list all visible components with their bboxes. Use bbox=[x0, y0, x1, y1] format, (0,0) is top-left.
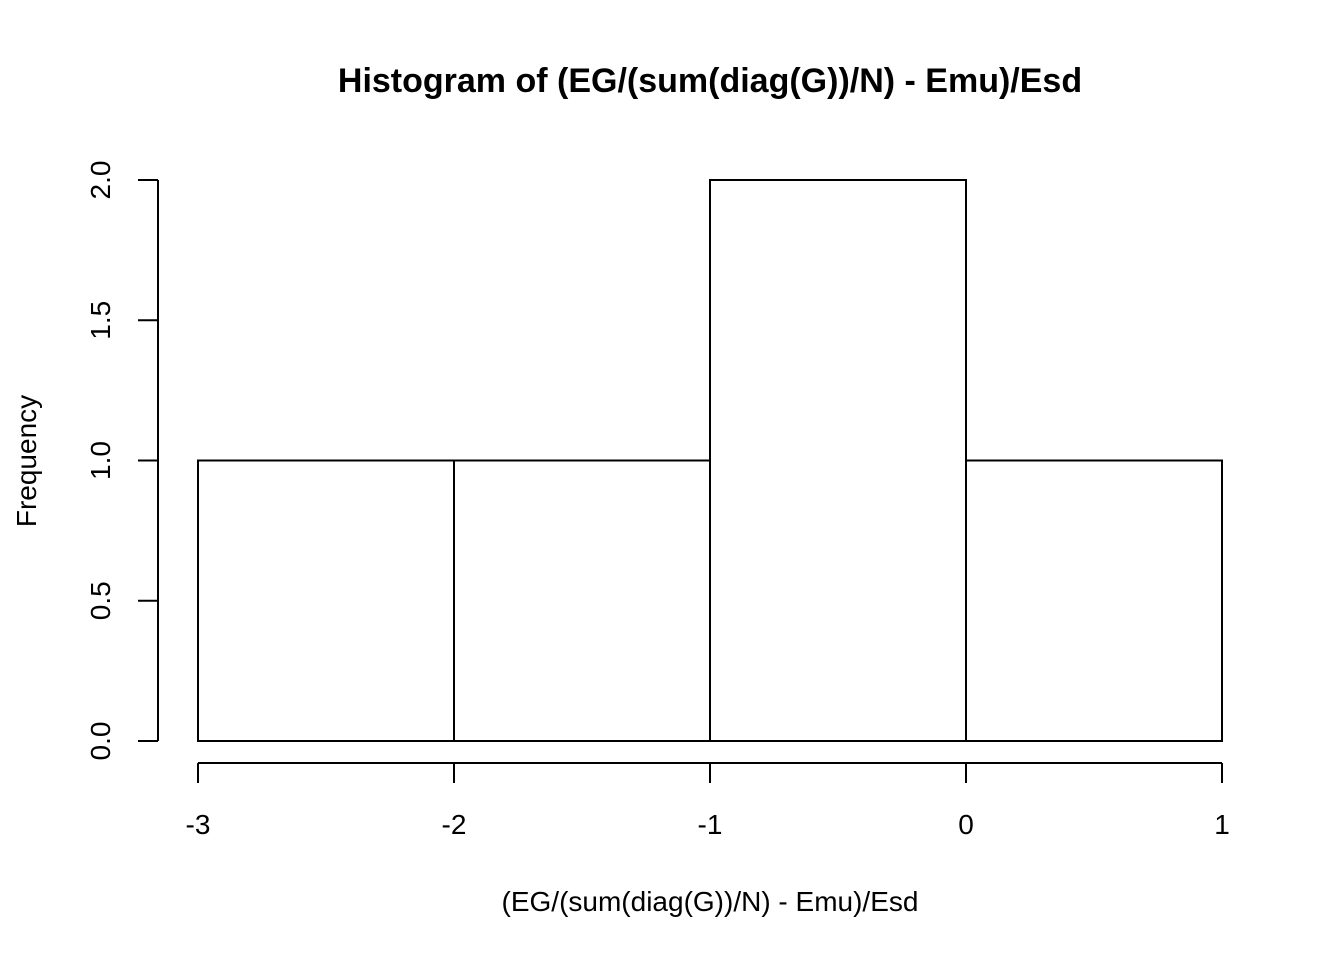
histogram-bar-2 bbox=[453, 459, 711, 742]
y-tick-label-3: 1.0 bbox=[85, 441, 116, 480]
y-tick-label-1: 0.0 bbox=[85, 722, 116, 761]
x-tick-label-2: -2 bbox=[442, 809, 467, 840]
x-axis-title: (EG/(sum(diag(G))/N) - Emu)/Esd bbox=[502, 886, 919, 917]
chart-title: Histogram of (EG/(sum(diag(G))/N) - Emu)… bbox=[338, 62, 1082, 100]
histogram-bar-4 bbox=[965, 459, 1223, 742]
y-axis-title: Frequency bbox=[11, 395, 42, 527]
y-tick-label-4: 1.5 bbox=[85, 301, 116, 340]
y-axis: 0.0 0.5 1.0 1.5 2.0 bbox=[85, 161, 159, 761]
histogram-bars bbox=[197, 179, 1223, 742]
y-tick-label-2: 0.5 bbox=[85, 581, 116, 620]
x-tick-label-5: 1 bbox=[1214, 809, 1230, 840]
x-tick-label-1: -3 bbox=[186, 809, 211, 840]
histogram-bar-3 bbox=[709, 179, 967, 742]
x-tick-label-3: -1 bbox=[698, 809, 723, 840]
x-tick-label-4: 0 bbox=[958, 809, 974, 840]
histogram-bar-1 bbox=[197, 459, 455, 742]
x-axis: -3 -2 -1 0 1 bbox=[186, 762, 1230, 840]
y-tick-label-5: 2.0 bbox=[85, 161, 116, 200]
